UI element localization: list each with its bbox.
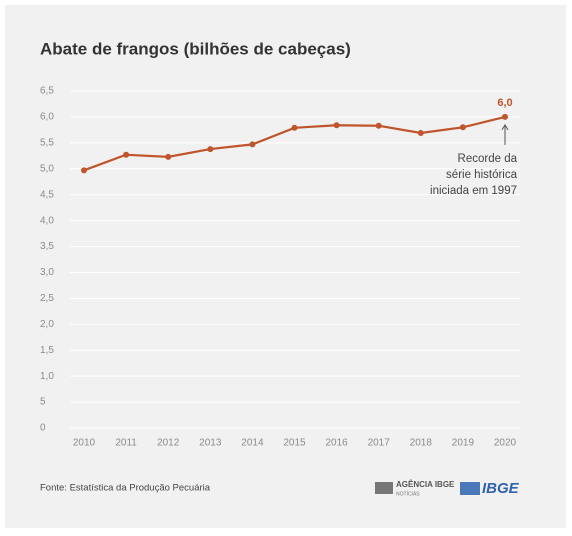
x-tick-label: 2013 xyxy=(199,438,222,449)
x-tick-label: 2010 xyxy=(73,438,96,449)
x-tick-label: 2015 xyxy=(283,438,306,449)
point xyxy=(333,122,340,129)
y-tick-label: 5 xyxy=(40,397,46,408)
y-tick-label: 4,5 xyxy=(40,189,54,200)
y-tick-label: 4,0 xyxy=(40,215,54,226)
x-tick-label: 2017 xyxy=(368,438,391,449)
logo-text: AGÊNCIA IBGE xyxy=(396,480,455,489)
annotation: série histórica xyxy=(446,169,518,181)
y-tick-label: 5,5 xyxy=(40,137,54,148)
y-tick-label: 3,0 xyxy=(40,267,54,278)
point xyxy=(207,146,214,153)
logo-icon xyxy=(375,482,393,494)
y-tick-label: 2,0 xyxy=(40,319,54,330)
x-tick-label: 2014 xyxy=(241,438,264,449)
point xyxy=(81,167,87,174)
x-tick-label: 2016 xyxy=(325,438,348,449)
y-tick-label: 6,5 xyxy=(40,86,54,97)
point xyxy=(417,129,424,136)
point xyxy=(291,124,298,131)
annotation: Recorde da xyxy=(458,153,518,165)
logo-agencia: AGÊNCIA IBGE NOTÍCIAS xyxy=(375,480,455,497)
logo-text: NOTÍCIAS xyxy=(396,490,420,497)
x-tick-label: 2018 xyxy=(410,438,433,449)
y-tick-label: 1,0 xyxy=(40,371,54,382)
logo-ibge: IBGE xyxy=(460,480,520,497)
data-label: 6,0 xyxy=(497,97,512,109)
logo-text: IBGE xyxy=(482,480,520,497)
point xyxy=(249,141,256,148)
point xyxy=(165,153,172,160)
y-tick-label: 5,0 xyxy=(40,163,54,174)
point xyxy=(375,122,382,129)
point xyxy=(123,151,130,158)
y-tick-label: 3,5 xyxy=(40,241,54,252)
annotation-arrowhead xyxy=(501,123,509,131)
y-tick-label: 1,5 xyxy=(40,345,54,356)
x-tick-label: 2019 xyxy=(452,438,475,449)
point xyxy=(502,113,508,120)
annotation: iniciada em 1997 xyxy=(430,185,517,197)
y-tick-label: 6,0 xyxy=(40,112,54,123)
x-tick-label: 2020 xyxy=(494,438,517,449)
background xyxy=(5,5,566,528)
y-tick-label: 2,5 xyxy=(40,293,54,304)
logo-icon xyxy=(460,482,480,495)
point xyxy=(459,124,466,131)
x-tick-label: 2011 xyxy=(115,438,137,449)
y-tick-label: 0 xyxy=(40,423,46,434)
chart-title: Abate de frangos (bilhões de cabeças) xyxy=(40,39,351,58)
x-tick-label: 2012 xyxy=(157,438,180,449)
source: Fonte: Estatística da Produção Pecuária xyxy=(40,483,211,494)
